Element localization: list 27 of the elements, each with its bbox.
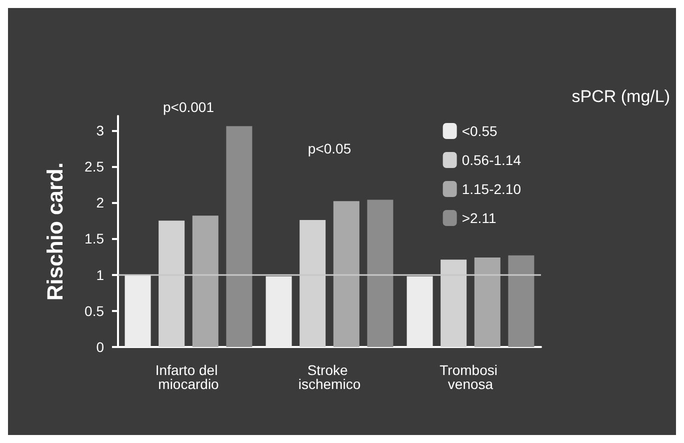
bar xyxy=(367,200,394,347)
legend-label: <0.55 xyxy=(462,123,498,139)
legend-label: >2.11 xyxy=(462,210,496,226)
bar xyxy=(474,257,500,347)
y-tick-label: 2 xyxy=(96,194,104,211)
x-tick-label: Trombosi venosa xyxy=(440,362,502,392)
text: p<0.001 xyxy=(163,99,214,116)
x-tick-label: Infarto del miocardio xyxy=(155,362,222,392)
legend-title: sPCR (mg/L) xyxy=(572,87,670,106)
x-tick-label: Stroke ischemico xyxy=(298,362,361,392)
bar xyxy=(192,216,218,347)
y-tick-label: 0 xyxy=(96,339,104,355)
y-tick-label: 3 xyxy=(96,122,104,138)
bar xyxy=(508,255,534,347)
legend-label: 1.15-2.10 xyxy=(462,181,522,197)
legend-label: 0.56-1.14 xyxy=(462,152,522,168)
annotation: p<0.05 xyxy=(308,140,352,157)
y-tick-label: 2.5 xyxy=(84,158,104,175)
bar xyxy=(406,276,433,347)
bar xyxy=(266,276,292,347)
bar xyxy=(124,274,151,347)
bar xyxy=(333,201,360,347)
y-tick-label: 1.5 xyxy=(84,230,104,247)
bar xyxy=(226,126,252,347)
y-tick-label: 1 xyxy=(96,266,104,283)
y-axis-title: Rischio card. xyxy=(42,162,68,301)
y-tick-label: 0.5 xyxy=(84,302,104,319)
